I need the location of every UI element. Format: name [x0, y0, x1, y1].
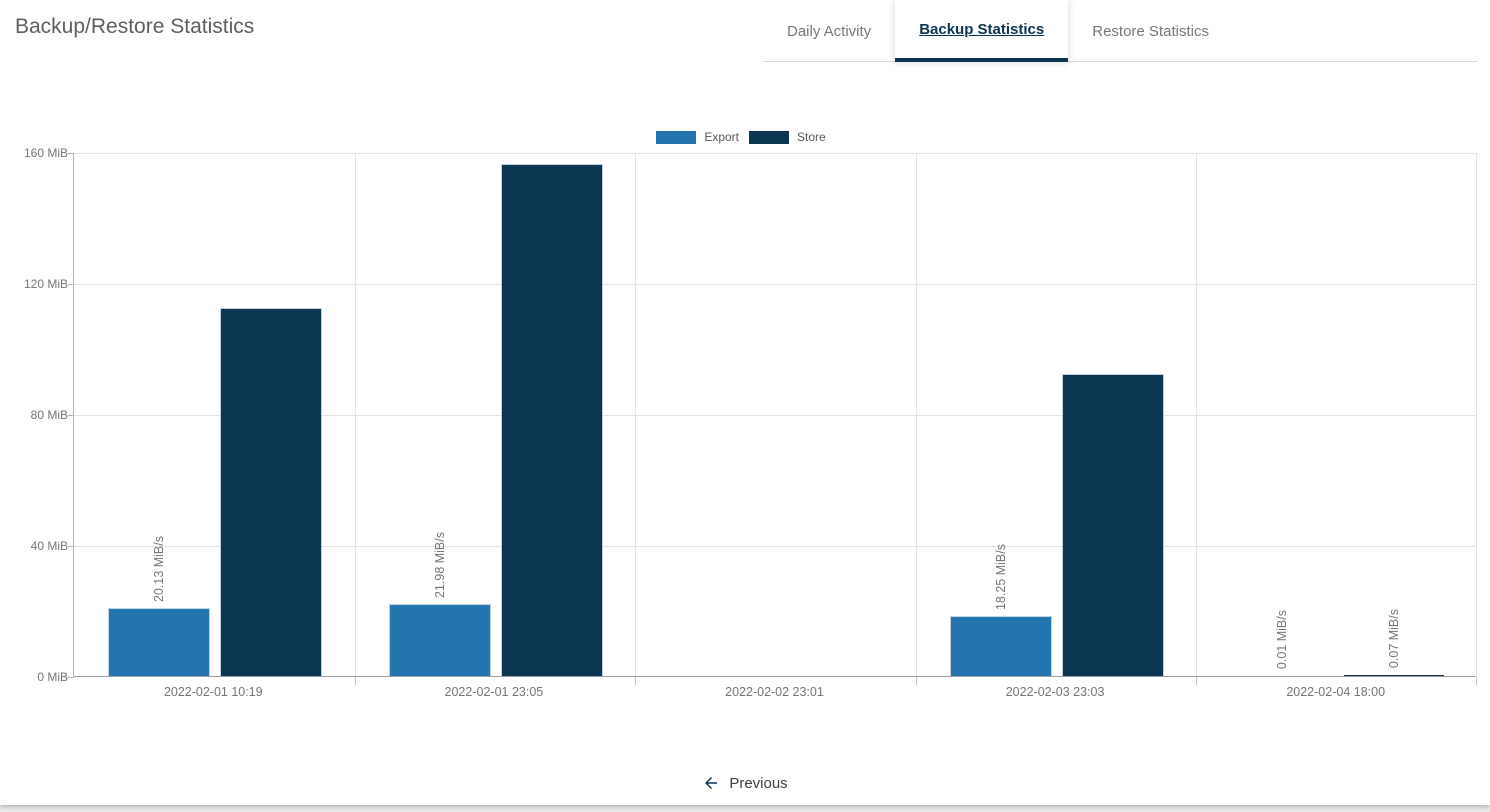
pagination: Previous [0, 770, 1490, 796]
bar-store-3 [1063, 374, 1164, 676]
bar-store-1 [501, 165, 602, 676]
backup-statistics-chart: 20.13 MiB/s 21.98 MiB/s 18.25 MiB/s 0.01 Mi… [23, 146, 1477, 699]
y-gridline [74, 415, 1476, 416]
y-gridline [74, 546, 1476, 547]
bar-speed-label: 18.25 MiB/s [994, 544, 1009, 611]
tab-daily-activity[interactable]: Daily Activity [787, 22, 872, 40]
bar-export-3 [951, 617, 1052, 676]
previous-button-label: Previous [729, 774, 788, 792]
y-tick-mark [68, 284, 74, 285]
y-tick-mark [68, 546, 74, 547]
export-swatch-icon [656, 130, 697, 144]
legend-label-export: Export [704, 130, 739, 144]
y-axis-tick-label: 0 MiB [37, 670, 68, 684]
x-tick-mark [1476, 677, 1477, 685]
bar-speed-label: 21.98 MiB/s [432, 531, 447, 598]
tab-backup-statistics[interactable]: Backup Statistics [895, 0, 1069, 62]
bar-export-1 [389, 604, 490, 676]
arrow-back-icon [705, 777, 718, 789]
y-axis-tick-label: 40 MiB [30, 539, 68, 553]
legend-label-store: Store [797, 130, 826, 144]
store-swatch-icon [749, 130, 789, 144]
y-tick-mark [68, 415, 74, 416]
y-tick-mark [68, 153, 74, 154]
y-axis-tick-label: 120 MiB [23, 277, 68, 291]
tab-restore-statistics[interactable]: Restore Statistics [1092, 22, 1209, 40]
y-gridline [74, 153, 1476, 154]
tab-bar: Daily Activity Backup Statistics Restore… [763, 0, 1478, 62]
y-axis-tick-label: 80 MiB [30, 408, 68, 422]
y-axis-tick-label: 160 MiB [23, 146, 68, 160]
x-axis-label: 2022-02-04 18:00 [1286, 685, 1386, 699]
x-tick-mark [915, 677, 917, 685]
x-axis-label: 2022-02-01 10:19 [163, 685, 263, 699]
x-gridline [1196, 153, 1198, 676]
chart-plot-area: 20.13 MiB/s 21.98 MiB/s 18.25 MiB/s 0.01 Mi… [68, 153, 1477, 685]
y-gridline [74, 284, 1476, 285]
bar-speed-label: 0.01 MiB/s [1274, 609, 1289, 669]
x-axis-label: 2022-02-01 23:05 [444, 685, 544, 699]
page-title: Backup/Restore Statistics [15, 15, 255, 38]
bar-speed-label: 0.07 MiB/s [1386, 608, 1401, 668]
chart-legend: Export Store [0, 130, 1482, 144]
x-gridline [354, 153, 356, 676]
previous-button[interactable]: Previous [696, 770, 793, 796]
x-gridline [915, 153, 917, 676]
bar-speed-label: 20.13 MiB/s [152, 535, 167, 602]
bar-store-0 [221, 309, 322, 676]
legend-item-export: Export [656, 130, 739, 144]
x-axis-label: 2022-02-03 23:03 [1005, 685, 1105, 699]
x-axis-label: 2022-02-02 23:01 [725, 685, 824, 699]
bar-store-4 [1343, 675, 1444, 676]
x-tick-mark [1196, 677, 1198, 685]
x-tick-mark [635, 677, 637, 685]
x-gridline [635, 153, 637, 676]
x-gridline [1476, 153, 1477, 676]
legend-item-store: Store [749, 130, 826, 144]
x-tick-mark [354, 677, 356, 685]
bar-export-0 [109, 608, 210, 676]
y-tick-mark [68, 677, 74, 678]
